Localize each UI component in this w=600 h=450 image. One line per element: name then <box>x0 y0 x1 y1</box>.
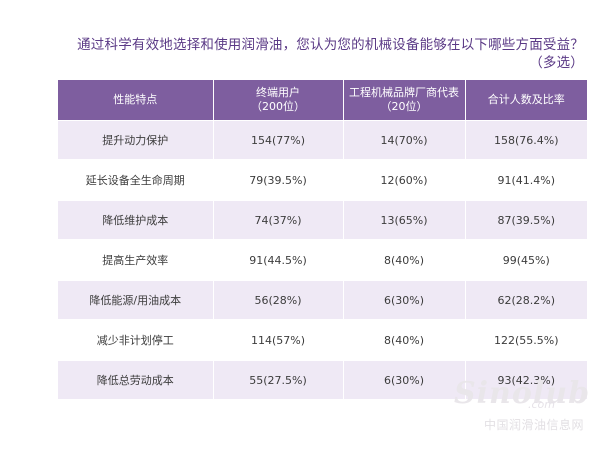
watermark-domain: .com <box>528 398 555 411</box>
header-end-users: 终端用户 （200位） <box>213 80 344 121</box>
table-row: 提高生产效率 91(44.5%) 8(40%) 99(45%) <box>58 240 587 281</box>
oem-reps-cell: 12(60%) <box>343 160 466 201</box>
table-row: 延长设备全生命周期 79(39.5%) 12(60%) 91(41.4%) <box>58 160 587 201</box>
watermark-site-name: 中国润滑油信息网 <box>484 418 585 432</box>
total-cell: 62(28.2%) <box>465 280 587 321</box>
feature-cell: 减少非计划停工 <box>58 320 214 361</box>
table-row: 降低维护成本 74(37%) 13(65%) 87(39.5%) <box>58 200 587 241</box>
oem-reps-cell: 14(70%) <box>343 120 466 161</box>
table-header-row: 性能特点 终端用户 （200位） 工程机械品牌厂商代表 （20位） 合计人数及比率 <box>58 80 587 121</box>
table-row: 降低总劳动成本 55(27.5%) 6(30%) 93(42.3%) <box>58 360 587 401</box>
total-cell: 87(39.5%) <box>465 200 587 241</box>
table-row: 提升动力保护 154(77%) 14(70%) 158(76.4%) <box>58 120 587 161</box>
end-users-cell: 91(44.5%) <box>213 240 344 281</box>
oem-reps-cell: 6(30%) <box>343 280 466 321</box>
total-cell: 99(45%) <box>465 240 587 281</box>
header-oem-reps: 工程机械品牌厂商代表 （20位） <box>343 80 466 121</box>
header-total: 合计人数及比率 <box>465 80 587 121</box>
feature-cell: 延长设备全生命周期 <box>58 160 214 201</box>
oem-reps-cell: 8(40%) <box>343 240 466 281</box>
title-line-2: （多选） <box>529 55 584 71</box>
watermark-logo: Sinolub <box>454 376 591 411</box>
end-users-cell: 55(27.5%) <box>213 360 344 401</box>
title-line-1: 通过科学有效地选择和使用润滑油，您认为您的机械设备能够在以下哪些方面受益？ <box>77 37 584 53</box>
feature-cell: 提升动力保护 <box>58 120 214 161</box>
feature-cell: 降低维护成本 <box>58 200 214 241</box>
oem-reps-cell: 13(65%) <box>343 200 466 241</box>
end-users-cell: 114(57%) <box>213 320 344 361</box>
oem-reps-cell: 6(30%) <box>343 360 466 401</box>
table-row: 降低能源/用油成本 56(28%) 6(30%) 62(28.2%) <box>58 280 587 321</box>
end-users-cell: 154(77%) <box>213 120 344 161</box>
feature-cell: 提高生产效率 <box>58 240 214 281</box>
page-title: 通过科学有效地选择和使用润滑油，您认为您的机械设备能够在以下哪些方面受益？ （多… <box>24 36 584 72</box>
end-users-cell: 56(28%) <box>213 280 344 321</box>
end-users-cell: 79(39.5%) <box>213 160 344 201</box>
survey-table: 性能特点 终端用户 （200位） 工程机械品牌厂商代表 （20位） 合计人数及比率 … <box>58 80 587 401</box>
total-cell: 122(55.5%) <box>465 320 587 361</box>
header-feature: 性能特点 <box>58 80 214 121</box>
total-cell: 158(76.4%) <box>465 120 587 161</box>
total-cell: 91(41.4%) <box>465 160 587 201</box>
feature-cell: 降低总劳动成本 <box>58 360 214 401</box>
total-cell: 93(42.3%) <box>465 360 587 401</box>
feature-cell: 降低能源/用油成本 <box>58 280 214 321</box>
sinolub-watermark: Sinolub .com 中国润滑油信息网 <box>436 376 589 436</box>
end-users-cell: 74(37%) <box>213 200 344 241</box>
table-row: 减少非计划停工 114(57%) 8(40%) 122(55.5%) <box>58 320 587 361</box>
oem-reps-cell: 8(40%) <box>343 320 466 361</box>
